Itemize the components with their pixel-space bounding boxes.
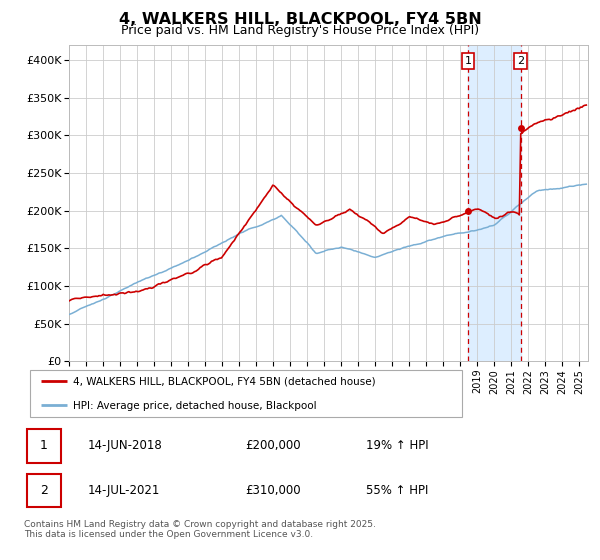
Text: Price paid vs. HM Land Registry's House Price Index (HPI): Price paid vs. HM Land Registry's House … <box>121 24 479 36</box>
Text: 55% ↑ HPI: 55% ↑ HPI <box>366 484 428 497</box>
Text: £200,000: £200,000 <box>245 439 301 452</box>
Bar <box>27 429 61 463</box>
Bar <box>27 474 61 507</box>
Text: Contains HM Land Registry data © Crown copyright and database right 2025.
This d: Contains HM Land Registry data © Crown c… <box>24 520 376 539</box>
Text: 19% ↑ HPI: 19% ↑ HPI <box>366 439 429 452</box>
Text: 1: 1 <box>464 56 472 66</box>
Text: 4, WALKERS HILL, BLACKPOOL, FY4 5BN (detached house): 4, WALKERS HILL, BLACKPOOL, FY4 5BN (det… <box>73 377 376 387</box>
Text: 2: 2 <box>517 56 524 66</box>
Text: 2: 2 <box>40 484 48 497</box>
Text: 1: 1 <box>40 439 48 452</box>
Text: £310,000: £310,000 <box>245 484 301 497</box>
Text: 14-JUN-2018: 14-JUN-2018 <box>88 439 162 452</box>
Bar <box>468 45 521 361</box>
Text: 4, WALKERS HILL, BLACKPOOL, FY4 5BN: 4, WALKERS HILL, BLACKPOOL, FY4 5BN <box>119 12 481 27</box>
Text: 14-JUL-2021: 14-JUL-2021 <box>88 484 160 497</box>
Text: HPI: Average price, detached house, Blackpool: HPI: Average price, detached house, Blac… <box>73 402 317 411</box>
